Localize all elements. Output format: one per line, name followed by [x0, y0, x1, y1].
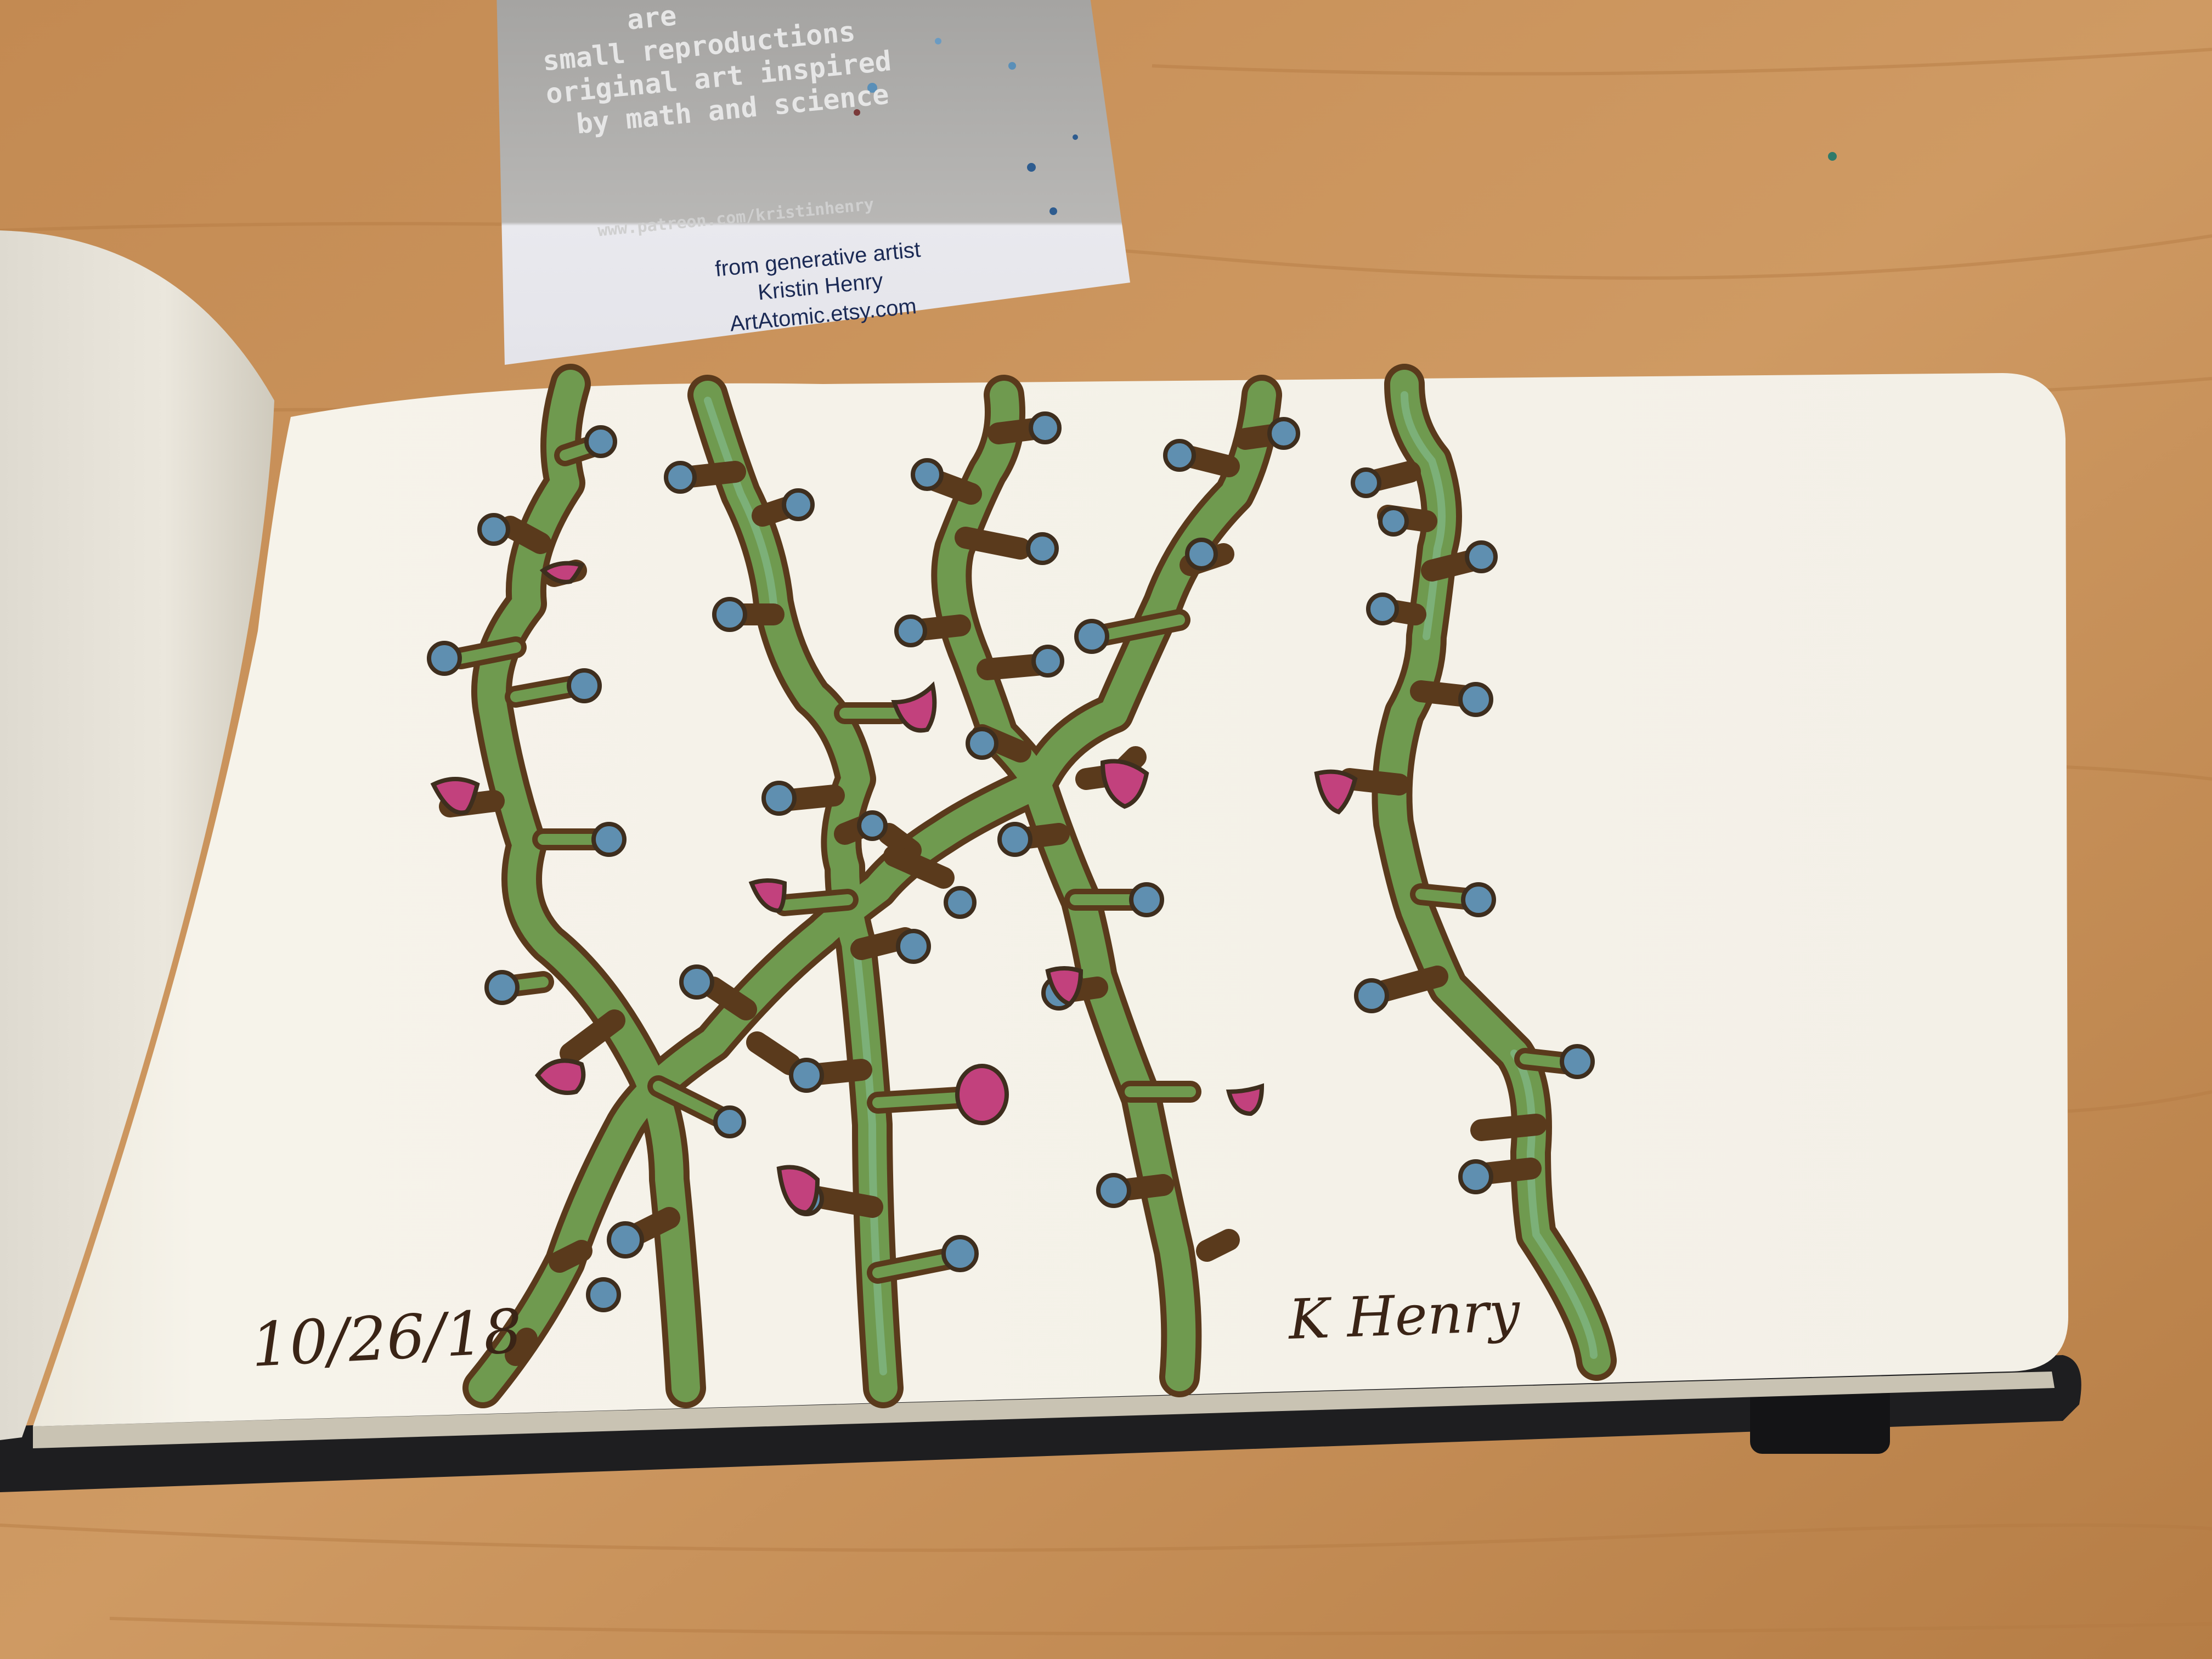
- vine-4-fill: [469, 381, 1276, 1402]
- bud-pink: [1314, 769, 1358, 815]
- bud-blue: [1354, 978, 1389, 1013]
- bud-blue: [586, 1277, 621, 1312]
- blue-buds: [427, 411, 1595, 1312]
- bud-blue: [1366, 592, 1399, 625]
- bud-blue: [607, 1221, 644, 1259]
- vine-highlights: [704, 391, 1598, 1375]
- bud-pink: [748, 878, 787, 913]
- bud-blue: [1267, 417, 1300, 450]
- elastic-band: [1750, 1383, 1890, 1454]
- bud-blue: [1351, 467, 1381, 498]
- bud-blue: [1461, 882, 1496, 917]
- bud-blue: [782, 488, 815, 521]
- bud-blue: [1185, 538, 1218, 571]
- bud-blue: [857, 810, 888, 841]
- bud-blue: [584, 425, 617, 458]
- left-page: [0, 230, 274, 1440]
- bud-blue: [679, 964, 714, 1000]
- bud-blue: [1031, 645, 1064, 678]
- bud-blue: [1163, 439, 1196, 472]
- bud-blue: [894, 614, 927, 647]
- bud-blue: [1074, 619, 1109, 654]
- bud-pink-large: [955, 1064, 1009, 1125]
- bud-blue: [1026, 532, 1059, 565]
- sketchbook: [0, 230, 2081, 1492]
- pink-buds: [430, 561, 1358, 1215]
- bud-pink: [1045, 966, 1084, 1007]
- bud-blue: [664, 461, 697, 494]
- bud-blue: [1458, 682, 1493, 717]
- bud-blue: [1029, 411, 1062, 444]
- bud-blue: [1378, 506, 1409, 537]
- card-splatter: [854, 38, 1837, 215]
- bud-pink: [430, 777, 480, 815]
- bud-blue: [789, 1058, 824, 1093]
- bud-pink: [891, 681, 937, 733]
- bud-pink: [1100, 759, 1149, 809]
- bud-blue: [966, 727, 998, 760]
- bud-blue: [1465, 540, 1498, 573]
- bud-blue: [911, 458, 944, 491]
- bud-blue: [944, 886, 977, 919]
- right-page: [33, 373, 2068, 1426]
- bud-blue: [567, 668, 602, 703]
- bud-blue: [941, 1235, 979, 1272]
- bud-pink: [534, 1058, 586, 1095]
- bud-pink: [776, 1165, 820, 1215]
- bud-blue: [477, 513, 510, 546]
- page-stack-edge: [33, 1372, 2055, 1448]
- business-card: are small reproductions original art ins…: [496, 0, 1837, 365]
- bud-blue: [1096, 1173, 1131, 1208]
- bud-blue: [713, 1105, 746, 1138]
- bud-pink: [1226, 1083, 1265, 1116]
- bud-blue: [591, 822, 627, 857]
- bud-blue: [761, 781, 797, 816]
- bud-blue: [1458, 1159, 1493, 1194]
- artist-signature: K Henry: [1286, 1279, 1522, 1352]
- card-line-1: are: [625, 0, 678, 36]
- bud-pink: [539, 561, 585, 584]
- bud-blue: [484, 970, 520, 1005]
- bud-blue: [712, 597, 747, 632]
- bud-blue: [896, 929, 931, 964]
- bud-blue: [997, 822, 1032, 857]
- bud-blue: [427, 641, 462, 676]
- drawing-date: 10/26/18: [250, 1296, 524, 1380]
- bud-blue: [1560, 1044, 1595, 1079]
- bud-blue: [1129, 882, 1164, 917]
